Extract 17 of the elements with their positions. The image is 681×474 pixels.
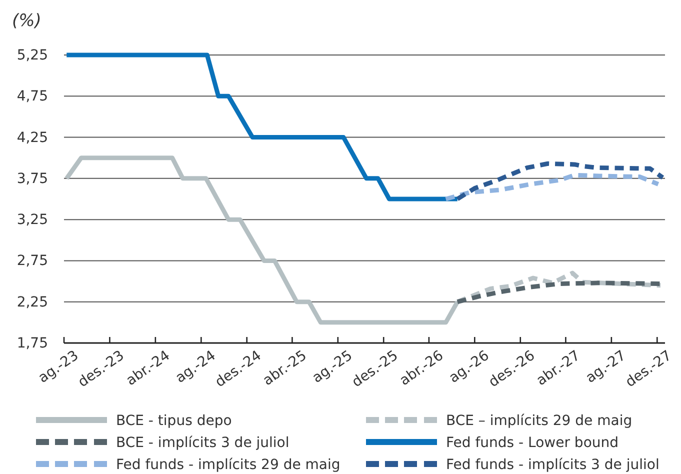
legend-label: Fed funds - implícits 29 de maig — [116, 457, 340, 473]
y-tick-label: 1,75 — [16, 335, 48, 352]
y-tick-label: 5,25 — [16, 47, 48, 64]
y-tick-label: 3,75 — [16, 170, 48, 187]
legend-label: BCE - tipus depo — [116, 413, 232, 429]
legend-label: Fed funds - Lower bound — [446, 435, 619, 451]
y-tick-label: 4,75 — [16, 88, 48, 105]
y-axis-title: (%) — [12, 11, 42, 31]
y-tick-label: 2,75 — [16, 253, 48, 270]
y-tick-label: 2,25 — [16, 294, 48, 310]
line-series — [455, 161, 665, 202]
line-series — [444, 172, 661, 202]
y-tick-label: 4,25 — [16, 130, 48, 146]
legend-label: Fed funds - implícits 3 de juliol — [446, 457, 660, 473]
legend-label: BCE - implícits 3 de juliol — [116, 435, 290, 451]
legend-label: BCE – implícits 29 de maig — [446, 413, 632, 429]
y-tick-label: 3,25 — [16, 212, 48, 228]
